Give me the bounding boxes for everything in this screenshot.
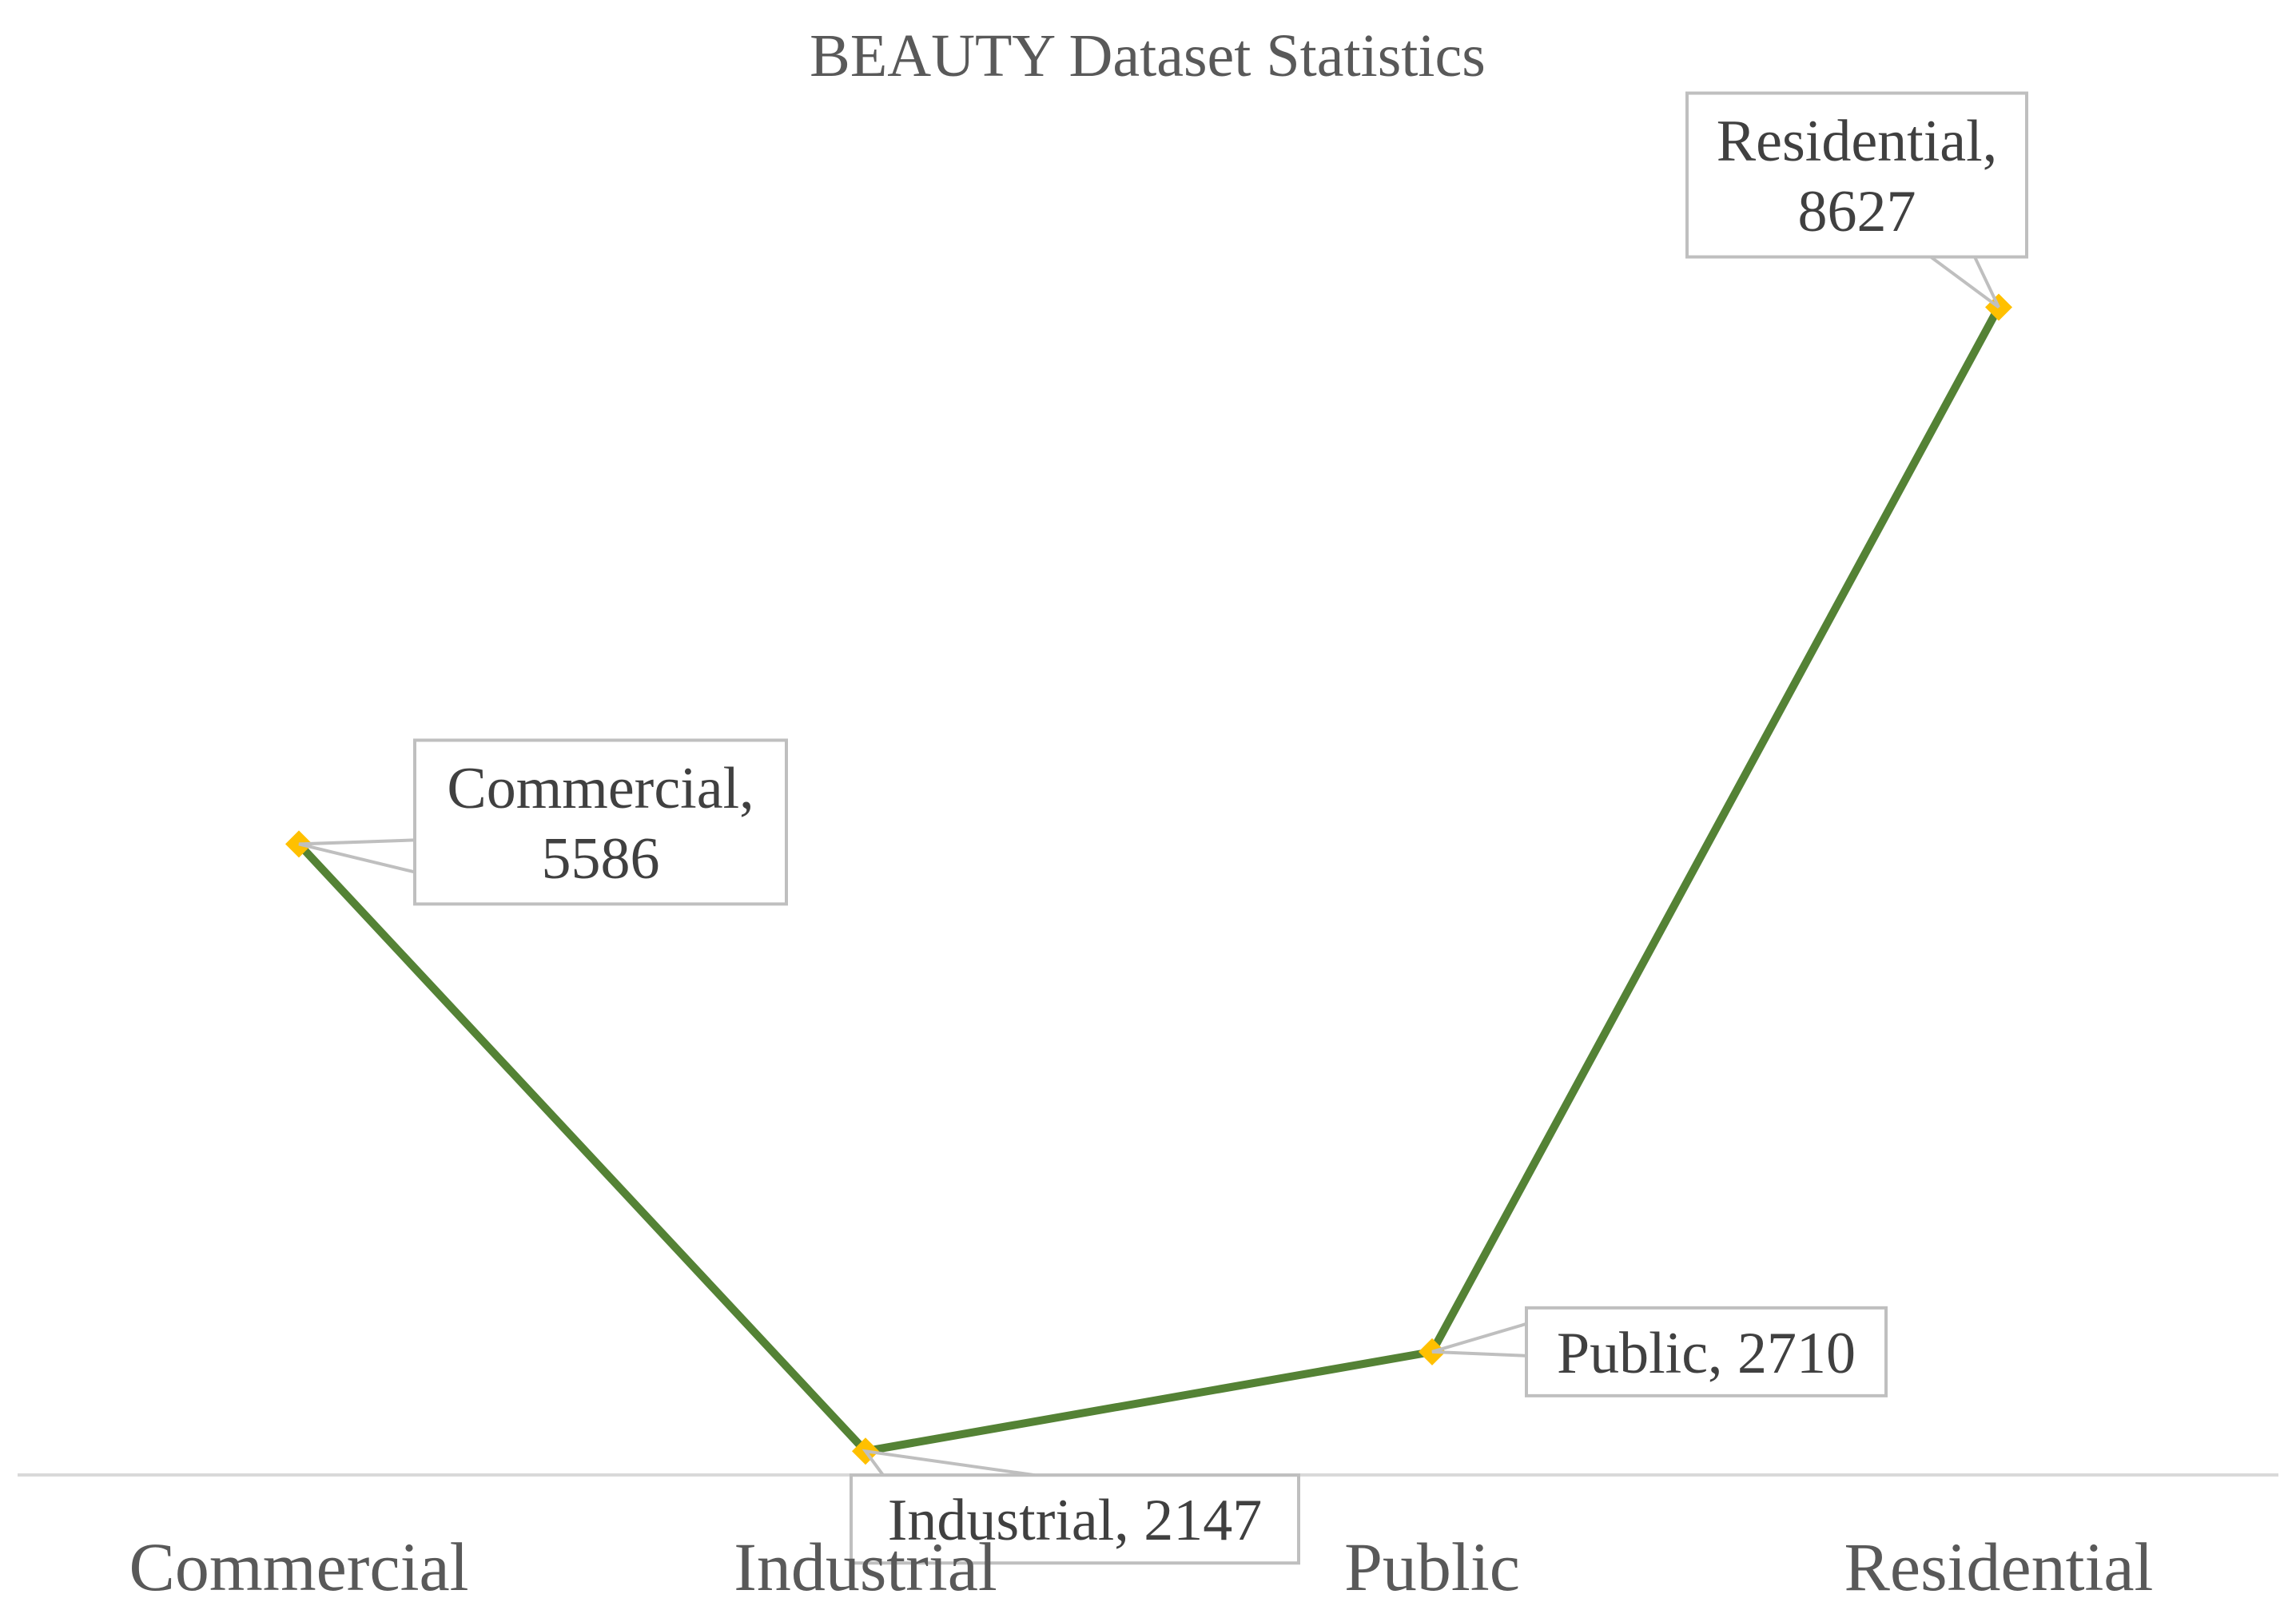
x-tick-label-public: Public [1344,1528,1520,1602]
data-label-box-industrial [850,1473,1300,1565]
data-label-leader-industrial [861,1449,1036,1477]
x-tick-label-residential: Residential [1844,1528,2154,1602]
data-label-text-residential: 8627 [1798,179,1916,244]
x-tick-label-industrial: Industrial [734,1528,997,1602]
x-axis-tick-labels: Commercial Industrial Public Residential [129,1528,2153,1602]
data-label-text-residential: Residential, [1717,109,1997,174]
data-label-leader-commercial [298,838,416,874]
data-label-text-commercial: Commercial, [447,756,754,821]
data-label-text-public: Public, 2710 [1557,1321,1856,1386]
chart-title: BEAUTY Dataset Statistics [810,22,1486,89]
series-line [295,303,2003,1456]
data-label-text-industrial: Industrial, 2147 [888,1488,1263,1553]
data-label-text-commercial: 5586 [542,826,660,892]
data-label-leader-public [1431,1322,1527,1358]
data-label-box-public [1525,1306,1888,1397]
data-label-leader-residential [1929,255,2000,309]
x-tick-label-commercial: Commercial [129,1528,468,1602]
data-label-group: Commercial,5586 Industrial, 2147 Public, 2… [298,91,2028,1565]
data-label-box-commercial [413,738,788,906]
data-label-box-residential [1685,91,2028,259]
